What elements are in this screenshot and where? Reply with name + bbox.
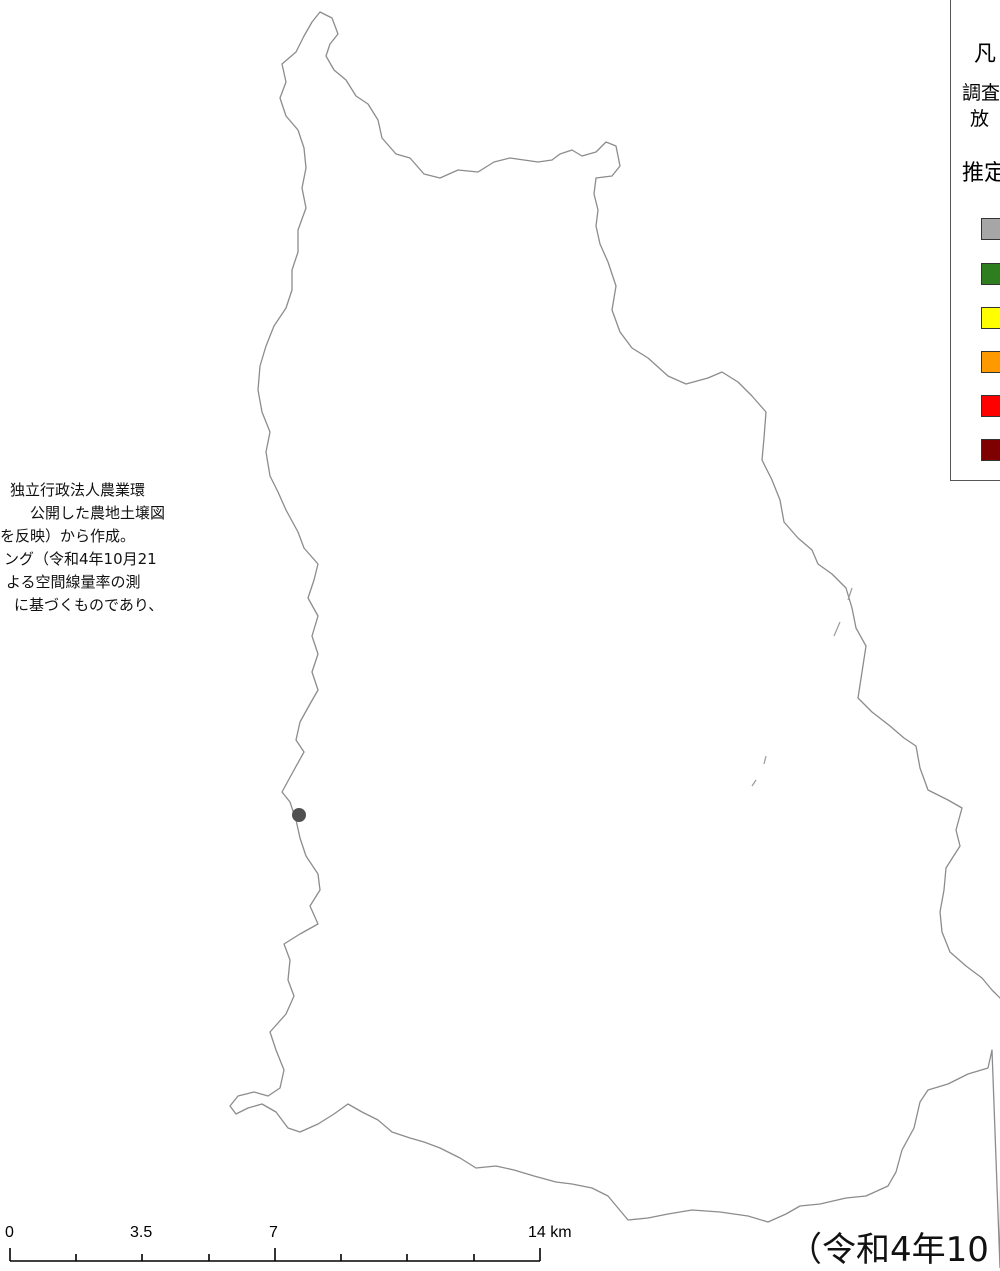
legend-swatch-darkred <box>981 439 1000 461</box>
scale-label-0: 0 <box>5 1224 14 1241</box>
survey-point-marker[interactable] <box>292 808 306 822</box>
source-note-line: を反映）から作成。 <box>0 527 136 545</box>
island-shape <box>751 779 757 787</box>
legend-swatch-gray <box>981 218 1000 240</box>
scale-label-14km: 14 km <box>528 1224 572 1241</box>
source-note-line: 公開した農地土壌図 <box>30 504 166 522</box>
legend-title: 凡 <box>974 42 997 67</box>
legend-survey-label: 調査 <box>962 82 1000 104</box>
legend-swatch-red <box>981 395 1000 417</box>
island-shape <box>833 621 841 637</box>
island-shape <box>847 587 853 601</box>
scale-label-3-5: 3.5 <box>130 1224 153 1241</box>
legend-swatch-green <box>981 263 1000 285</box>
source-note-line: ング（令和4年10月21 <box>4 550 157 568</box>
source-note-line: よる空間線量率の測 <box>6 573 141 591</box>
scale-bar <box>9 1248 541 1262</box>
source-note-line: 独立行政法人農業環 <box>10 481 146 499</box>
legend-swatch-orange <box>981 351 1000 373</box>
municipality-boundary <box>229 11 1000 1268</box>
island-shape <box>763 755 767 765</box>
date-caption: （令和4年10 <box>788 1230 989 1270</box>
source-note-line: に基づくものであり、 <box>14 596 164 614</box>
scale-label-7: 7 <box>269 1224 278 1241</box>
legend-estimated-label: 推定 <box>962 161 1000 186</box>
legend-swatch-yellow <box>981 307 1000 329</box>
legend-radiation-label: 放 <box>970 108 990 130</box>
